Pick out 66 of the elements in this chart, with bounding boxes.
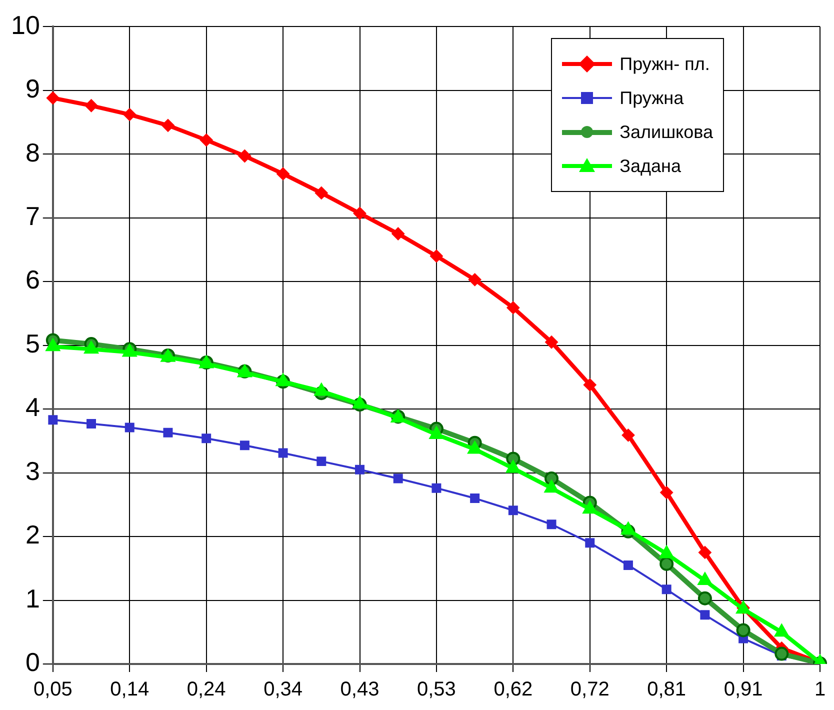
point <box>546 520 556 530</box>
point <box>430 250 443 263</box>
y-tick-label: 9 <box>25 74 40 104</box>
point <box>662 584 672 594</box>
x-tick-label: 0,62 <box>494 678 533 701</box>
y-tick-label: 5 <box>25 328 40 358</box>
point <box>202 434 212 444</box>
y-tick-label: 0 <box>25 647 40 678</box>
point <box>124 422 134 432</box>
point <box>316 456 326 466</box>
legend-label: Пружн- пл. <box>620 54 710 74</box>
point <box>468 273 482 286</box>
y-tick-label: 10 <box>11 10 40 40</box>
point <box>698 546 712 559</box>
point <box>393 474 403 484</box>
point <box>161 118 174 132</box>
x-tick-label: 1 <box>814 678 826 701</box>
legend-label: Залишкова <box>620 122 713 142</box>
x-tick-label: 0,72 <box>570 678 610 701</box>
point <box>508 506 518 516</box>
point <box>123 108 136 122</box>
x-tick-label: 0,34 <box>264 678 303 701</box>
point <box>163 428 173 438</box>
point <box>470 494 480 504</box>
point <box>774 646 789 661</box>
y-tick-label: 1 <box>25 583 40 614</box>
point <box>238 149 252 162</box>
point <box>698 591 712 606</box>
point <box>276 167 290 180</box>
y-tick-label: 2 <box>25 520 40 550</box>
x-tick-label: 0,53 <box>416 678 456 701</box>
x-tick-label: 0,81 <box>647 678 686 701</box>
y-tick-label: 6 <box>25 264 40 295</box>
point <box>660 486 674 500</box>
point <box>278 448 288 458</box>
point <box>432 483 442 493</box>
point <box>200 134 213 147</box>
x-tick-label: 0,05 <box>33 678 72 701</box>
point <box>585 538 595 548</box>
y-tick-label: 7 <box>25 200 40 231</box>
point <box>355 464 364 474</box>
point <box>86 418 96 428</box>
point <box>700 610 710 620</box>
point <box>84 99 98 112</box>
point <box>583 378 596 392</box>
x-tick-label: 0,43 <box>340 678 380 701</box>
y-tick-label: 3 <box>25 456 40 486</box>
point <box>240 440 250 450</box>
x-tick-label: 0,24 <box>186 678 226 701</box>
point <box>736 623 750 638</box>
point <box>314 186 328 200</box>
point <box>622 428 635 442</box>
point <box>545 336 558 349</box>
y-tick-label: 4 <box>25 392 40 422</box>
point <box>353 206 366 220</box>
y-tick-label: 8 <box>25 137 40 168</box>
point <box>660 556 674 571</box>
point <box>623 560 633 570</box>
point <box>48 415 58 425</box>
legend-label: Задана <box>620 156 682 176</box>
x-tick-label: 0,91 <box>724 678 763 701</box>
legend-label: Пружна <box>620 88 684 108</box>
x-tick-label: 0,14 <box>110 678 150 701</box>
point <box>46 91 60 104</box>
point <box>392 227 405 240</box>
point <box>506 301 520 314</box>
